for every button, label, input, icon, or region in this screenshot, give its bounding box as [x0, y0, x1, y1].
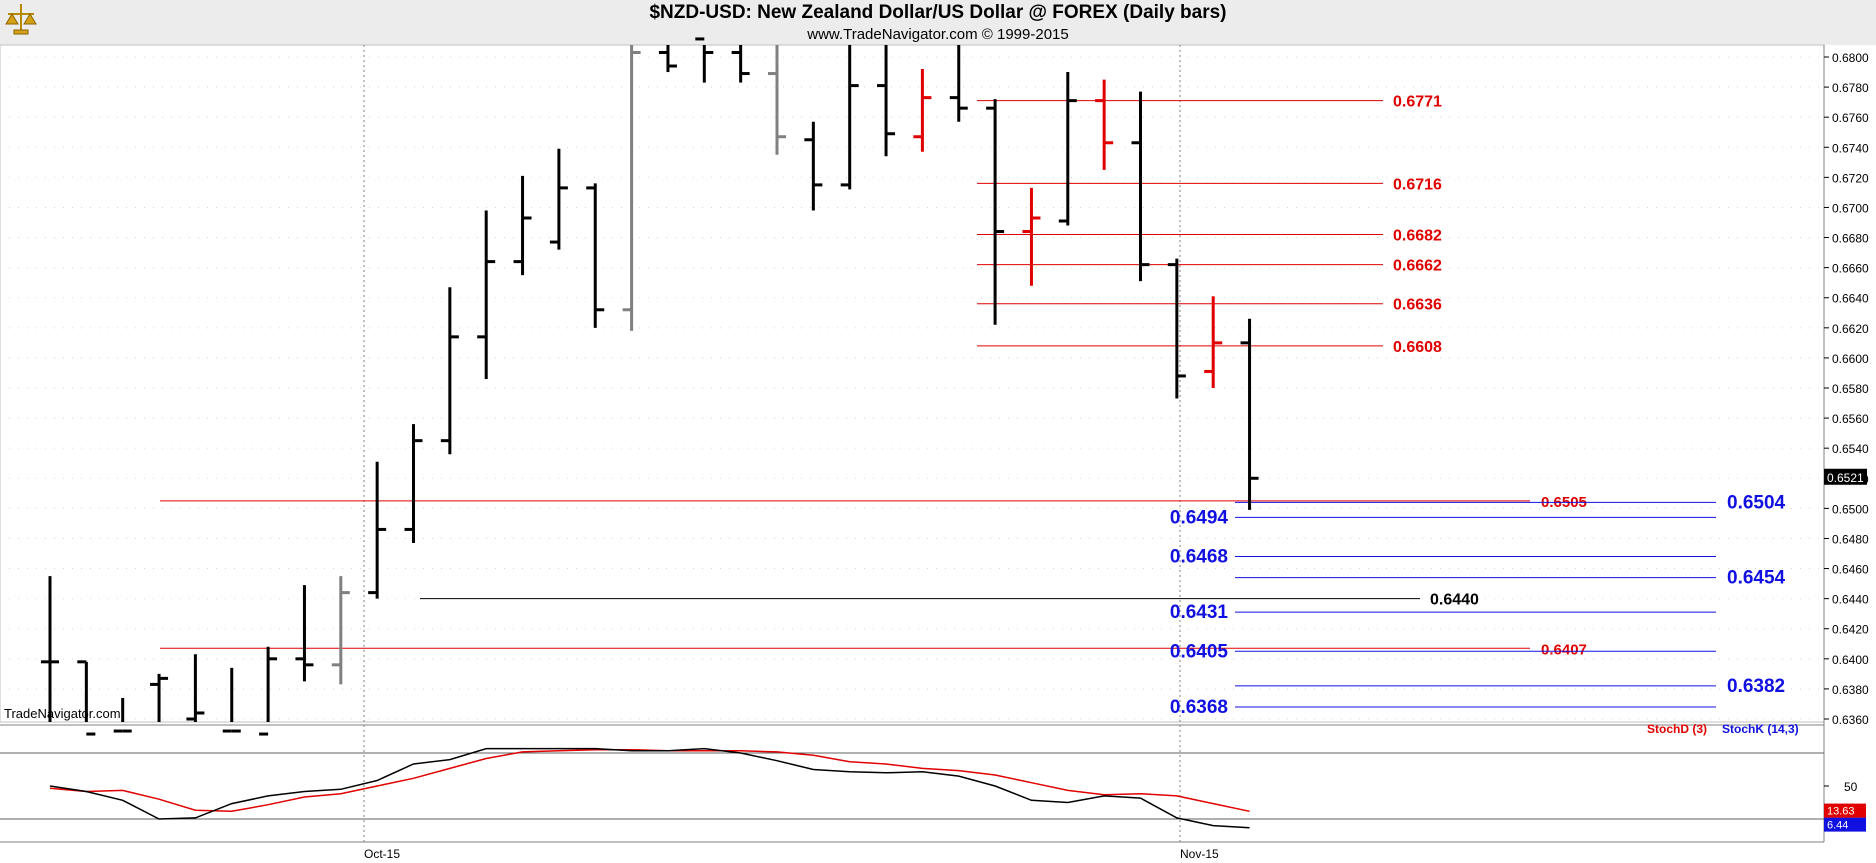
watermark: TradeNavigator.com: [4, 706, 121, 721]
ohlc-bar: [41, 576, 59, 722]
price-axis-label: 0.6800: [1832, 51, 1869, 65]
price-axis-label: 0.6640: [1832, 292, 1869, 306]
date-axis-label: Oct-15: [364, 847, 400, 861]
ohlc-bar: [1131, 91, 1150, 282]
ohlc-bar: [404, 424, 423, 543]
ohlc-bar: [1022, 187, 1041, 286]
last-price-label: 0.6521: [1827, 471, 1864, 485]
price-axis-label: 0.6660: [1832, 262, 1869, 276]
stoch-k-last-label: 6.44: [1827, 820, 1848, 832]
ohlc-bar: [695, 37, 714, 83]
price-axis-label: 0.6360: [1832, 713, 1869, 727]
chart-header: [0, 0, 1876, 45]
ohlc-bar: [549, 148, 568, 250]
red-level-label: 0.6662: [1393, 258, 1442, 275]
long-red-level-label: 0.6407: [1541, 641, 1587, 658]
black-level-label: 0.6440: [1430, 592, 1479, 609]
ohlc-bar: [986, 99, 1005, 325]
legend-stoch-d: StochD (3): [1647, 722, 1707, 736]
ohlc-bar: [877, 45, 896, 157]
red-level-label: 0.6682: [1393, 228, 1442, 245]
ohlc-bar: [259, 646, 278, 736]
ohlc-bar: [949, 45, 968, 122]
ohlc-bar: [840, 45, 859, 190]
price-axis-label: 0.6680: [1832, 232, 1869, 246]
price-axis-label: 0.6440: [1832, 593, 1869, 607]
ohlc-bar: [913, 69, 932, 152]
ohlc-bar: [586, 183, 605, 328]
price-axis-label: 0.6760: [1832, 111, 1869, 125]
ohlc-bar: [477, 210, 496, 379]
legend-stoch-k: StochK (14,3): [1722, 722, 1799, 736]
trade-navigator-logo-icon: [4, 2, 38, 41]
price-axis-label: 0.6600: [1832, 352, 1869, 366]
ohlc-bar: [768, 45, 786, 155]
stoch-k-last-marker: [1824, 817, 1866, 832]
price-axis-label: 0.6420: [1832, 623, 1869, 637]
ohlc-bar: [222, 667, 241, 733]
ohlc-bar: [1095, 79, 1114, 170]
price-axis-label: 0.6720: [1832, 171, 1869, 185]
price-axis-label: 0.6700: [1832, 201, 1869, 215]
blue-level-label: 0.6382: [1727, 676, 1785, 697]
ohlc-bar: [622, 45, 641, 331]
price-axis-label: 0.6480: [1832, 532, 1869, 546]
chart-subtitle: www.TradeNavigator.com © 1999-2015: [807, 26, 1069, 43]
ohlc-bar: [1204, 296, 1223, 388]
price-axis-label: 0.6400: [1832, 653, 1869, 667]
stoch-d-last-marker: [1824, 803, 1866, 818]
ohlc-bar: [77, 660, 96, 736]
date-axis-label: Nov-15: [1180, 847, 1219, 861]
ohlc-bar: [1167, 258, 1186, 399]
ohlc-bar: [1058, 72, 1077, 226]
blue-level-label: 0.6468: [1170, 547, 1228, 568]
blue-level-label: 0.6504: [1727, 492, 1786, 513]
red-level-label: 0.6716: [1393, 176, 1442, 193]
ohlc-bar: [113, 697, 132, 733]
price-axis-label: 0.6560: [1832, 412, 1869, 426]
ohlc-bar: [368, 461, 387, 599]
stoch-d-last-label: 13.63: [1827, 806, 1855, 818]
price-axis-label: 0.6460: [1832, 563, 1869, 577]
price-axis-label: 0.6380: [1832, 683, 1869, 697]
ohlc-bar: [658, 45, 677, 73]
ohlc-bar: [804, 121, 823, 211]
price-axis-label: 0.6740: [1832, 141, 1869, 155]
blue-level-label: 0.6405: [1170, 641, 1229, 662]
red-level-label: 0.6636: [1393, 297, 1442, 314]
ohlc-bar: [331, 576, 350, 685]
blue-level-label: 0.6431: [1170, 602, 1229, 623]
price-axis-label: 0.6540: [1832, 442, 1869, 456]
blue-level-label: 0.6494: [1170, 507, 1229, 528]
price-axis-label: 0.6580: [1832, 382, 1869, 396]
stoch-axis-label: 50: [1844, 780, 1858, 794]
price-axis-label: 0.6500: [1832, 502, 1869, 516]
chart-title: $NZD-USD: New Zealand Dollar/US Dollar @…: [649, 2, 1227, 23]
price-axis-label: 0.6620: [1832, 322, 1869, 336]
red-level-label: 0.6771: [1393, 94, 1442, 111]
ohlc-bar: [186, 654, 205, 722]
stoch-k-line: [49, 747, 1250, 829]
blue-level-label: 0.6454: [1727, 568, 1786, 589]
price-axis-label: 0.6780: [1832, 81, 1869, 95]
ohlc-bar: [1240, 318, 1259, 510]
last-price-marker: [1824, 468, 1867, 485]
ohlc-bar: [150, 673, 169, 722]
ohlc-bar: [440, 287, 459, 455]
ohlc-bar: [295, 585, 314, 682]
blue-level-label: 0.6368: [1170, 697, 1228, 718]
red-level-label: 0.6608: [1393, 339, 1442, 356]
ohlc-bar: [731, 45, 750, 83]
ohlc-bar: [513, 175, 532, 276]
